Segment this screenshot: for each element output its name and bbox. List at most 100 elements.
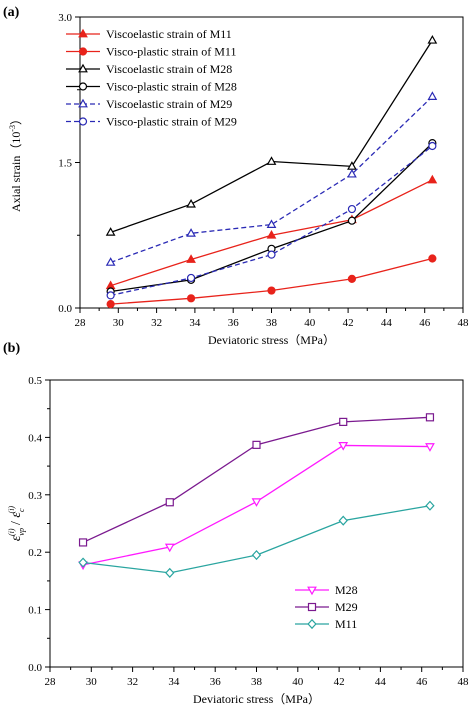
data-point — [267, 286, 276, 295]
x-tick-label: 36 — [228, 317, 240, 329]
legend-swatch-marker — [78, 82, 88, 91]
data-point — [105, 227, 116, 236]
data-point — [347, 204, 357, 214]
legend-swatch-marker — [307, 586, 317, 596]
data-point — [165, 567, 175, 578]
data-point — [252, 440, 261, 449]
data-point — [78, 538, 88, 547]
data-point — [106, 291, 115, 300]
x-tick-label: 48 — [458, 676, 470, 688]
legend-item: M11 — [295, 617, 357, 631]
data-point — [427, 174, 438, 184]
legend-swatch-marker — [78, 117, 88, 126]
y-tick-label: 0.3 — [28, 490, 42, 502]
data-point — [106, 300, 115, 309]
data-point — [347, 274, 357, 283]
legend-item: Viscoelastic strain of M28 — [66, 62, 232, 76]
y-axis: 0.0 0.1 0.2 0.3 0.4 0.5 — [28, 375, 50, 674]
data-point — [164, 543, 175, 553]
series-6 — [106, 141, 437, 300]
y-axis-label-close: ） — [9, 113, 23, 125]
y-axis-label-num-sub: vp — [17, 528, 26, 536]
panel-b: (b) 28 30 32 34 36 38 40 42 44 46 48 0.0 0.1 0.2 0.3 0.4… — [3, 341, 469, 706]
legend-item: Visco-plastic strain of M11 — [66, 45, 236, 59]
x-tick-label: 28 — [45, 676, 57, 688]
legend-swatch-marker — [78, 63, 88, 73]
legend-item: Visco-plastic strain of M28 — [66, 80, 237, 94]
series-line — [110, 96, 433, 264]
legend-label: Viscoelastic strain of M11 — [106, 27, 232, 41]
y-axis-label-den: ε — [9, 512, 24, 518]
legend-swatch-marker — [78, 28, 88, 38]
legend-swatch-marker — [78, 98, 88, 108]
data-point — [186, 294, 196, 303]
series-5 — [105, 91, 438, 266]
legend-label: Viscoelastic strain of M29 — [106, 97, 232, 111]
data-point — [425, 500, 435, 511]
data-point — [425, 443, 435, 452]
y-tick-label: 0.5 — [28, 375, 42, 387]
y-axis-label-sep: / — [9, 518, 24, 529]
x-tick-label: 36 — [210, 676, 222, 688]
panel-label: (a) — [3, 5, 20, 20]
x-tick-label: 48 — [458, 317, 470, 329]
x-tick-label: 42 — [343, 317, 354, 329]
data-point — [186, 228, 196, 237]
data-point — [266, 230, 277, 239]
y-tick-label: 0.0 — [28, 662, 42, 674]
legend-item: Visco-plastic strain of M29 — [66, 115, 237, 129]
y-tick-label: 0.2 — [28, 547, 42, 559]
x-tick-label: 46 — [416, 676, 428, 688]
series-1 — [78, 442, 435, 571]
legend-swatch-marker — [307, 602, 317, 612]
series-2 — [106, 254, 437, 309]
data-point — [105, 257, 116, 266]
x-tick-label: 32 — [151, 317, 162, 329]
y-axis: 0.0 1.5 3.0 — [58, 12, 80, 315]
data-point — [425, 413, 435, 422]
legend-label: Visco-plastic strain of M11 — [106, 45, 236, 59]
y-axis-label-num: ε — [9, 535, 24, 541]
legend-item: Viscoelastic strain of M29 — [66, 97, 232, 111]
x-axis: 28 30 32 34 36 38 40 42 44 46 48 — [45, 667, 470, 688]
x-tick-label: 44 — [375, 676, 387, 688]
x-axis-label: Deviatoric stress（MPa） — [208, 333, 335, 347]
data-point — [338, 442, 349, 451]
y-tick-label: 3.0 — [58, 12, 72, 24]
data-point — [428, 254, 437, 263]
data-point — [338, 515, 348, 526]
y-tick-label: 0.4 — [28, 432, 42, 444]
x-tick-label: 40 — [292, 676, 304, 688]
series-3 — [105, 35, 438, 236]
panel-a: (a) 28 30 32 34 36 38 40 42 44 46 48 0.0 1.5 3.0 Deviat… — [3, 5, 469, 347]
x-tick-label: 38 — [251, 676, 263, 688]
y-axis-label-sup: -3 — [8, 125, 17, 132]
data-point — [427, 91, 438, 100]
series-line — [110, 145, 433, 297]
x-axis-label: Deviatoric stress（MPa） — [193, 692, 320, 706]
legend-swatch-marker — [78, 47, 88, 56]
x-tick-label: 42 — [334, 676, 345, 688]
legend-label: M29 — [335, 600, 358, 614]
legend-item: M28 — [295, 583, 358, 597]
x-tick-label: 30 — [86, 676, 98, 688]
data-point — [267, 250, 276, 259]
data-point — [251, 549, 262, 561]
legend-label: M11 — [335, 617, 357, 631]
series-2 — [78, 413, 435, 547]
y-tick-label: 1.5 — [58, 158, 72, 170]
panel-label: (b) — [3, 341, 20, 356]
legend-label: Visco-plastic strain of M28 — [106, 80, 237, 94]
x-tick-label: 46 — [419, 317, 431, 329]
x-tick-label: 30 — [113, 317, 125, 329]
y-tick-label: 0.1 — [28, 605, 42, 617]
data-point — [186, 273, 196, 283]
series-3 — [78, 500, 435, 578]
data-point — [347, 216, 357, 225]
x-tick-label: 34 — [189, 317, 201, 329]
legend-label: Viscoelastic strain of M28 — [106, 62, 232, 76]
x-axis: 28 30 32 34 36 38 40 42 44 46 48 — [75, 308, 470, 329]
legend: M28 M29 M11 — [295, 583, 358, 631]
